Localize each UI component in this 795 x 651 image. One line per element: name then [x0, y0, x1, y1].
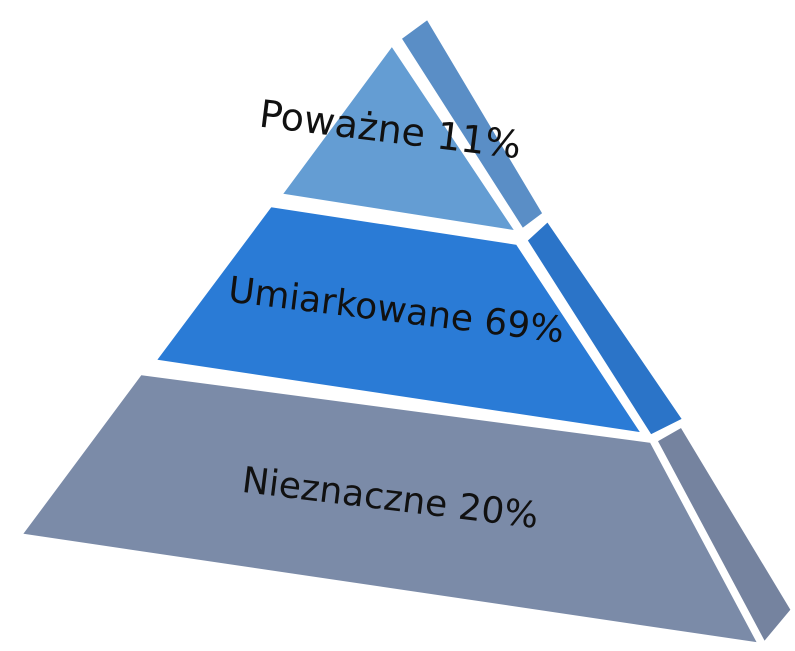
top-front [275, 39, 523, 237]
level-top [275, 13, 549, 237]
level-bottom [15, 369, 795, 649]
middle-side [521, 215, 689, 441]
top-side [395, 13, 549, 235]
bottom-front [15, 369, 765, 649]
level-middle [149, 201, 689, 441]
middle-front [149, 201, 649, 439]
